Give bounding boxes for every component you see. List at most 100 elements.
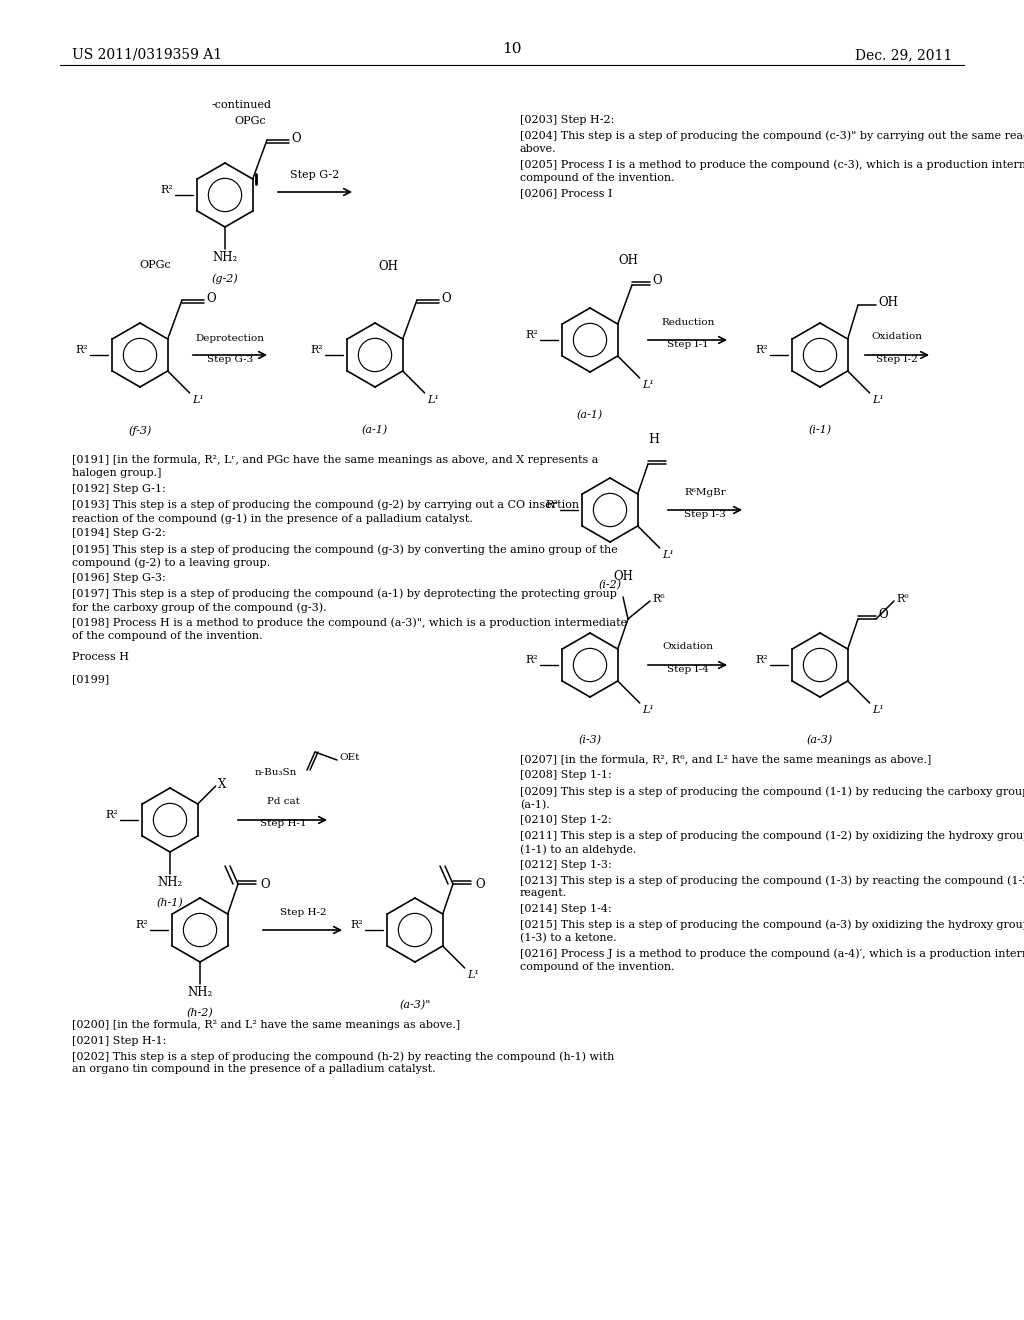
Text: [0197] This step is a step of producing the compound (a-1) by deprotecting the p: [0197] This step is a step of producing … bbox=[72, 589, 616, 599]
Text: [0200] [in the formula, R² and L² have the same meanings as above.]: [0200] [in the formula, R² and L² have t… bbox=[72, 1020, 460, 1030]
Text: [0213] This step is a step of producing the compound (1-3) by reacting the compo: [0213] This step is a step of producing … bbox=[520, 875, 1024, 886]
Text: [0207] [in the formula, R², R⁶, and L² have the same meanings as above.]: [0207] [in the formula, R², R⁶, and L² h… bbox=[520, 755, 932, 766]
Text: [0201] Step H-1:: [0201] Step H-1: bbox=[72, 1035, 166, 1045]
Text: OH: OH bbox=[618, 253, 638, 267]
Text: R⁶MgBr: R⁶MgBr bbox=[684, 488, 726, 498]
Text: OPGc: OPGc bbox=[234, 116, 266, 125]
Text: O: O bbox=[652, 275, 662, 288]
Text: for the carboxy group of the compound (g-3).: for the carboxy group of the compound (g… bbox=[72, 602, 327, 612]
Text: O: O bbox=[291, 132, 301, 144]
Text: L¹: L¹ bbox=[427, 395, 438, 405]
Text: [0199]: [0199] bbox=[72, 675, 110, 684]
Text: (i-3): (i-3) bbox=[579, 735, 601, 746]
Text: R²: R² bbox=[105, 810, 118, 820]
Text: R⁶: R⁶ bbox=[896, 594, 908, 605]
Text: Step I-2: Step I-2 bbox=[877, 355, 918, 364]
Text: O: O bbox=[206, 292, 216, 305]
Text: L¹: L¹ bbox=[662, 550, 674, 560]
Text: [0193] This step is a step of producing the compound (g-2) by carrying out a CO : [0193] This step is a step of producing … bbox=[72, 499, 580, 510]
Text: Reduction: Reduction bbox=[662, 318, 715, 327]
Text: Step G-2: Step G-2 bbox=[291, 170, 340, 180]
Text: R²: R² bbox=[135, 920, 148, 931]
Text: (f-3): (f-3) bbox=[128, 425, 152, 436]
Text: L¹: L¹ bbox=[642, 705, 653, 715]
Text: (a-1).: (a-1). bbox=[520, 800, 550, 809]
Text: Oxidation: Oxidation bbox=[871, 333, 923, 341]
Text: [0212] Step 1-3:: [0212] Step 1-3: bbox=[520, 859, 611, 870]
Text: R²: R² bbox=[525, 330, 538, 341]
Text: L¹: L¹ bbox=[871, 705, 884, 715]
Text: [0216] Process J is a method to produce the compound (a-4)′, which is a producti: [0216] Process J is a method to produce … bbox=[520, 949, 1024, 960]
Text: compound of the invention.: compound of the invention. bbox=[520, 173, 675, 183]
Text: Step I-1: Step I-1 bbox=[667, 341, 709, 348]
Text: Pd cat: Pd cat bbox=[266, 797, 299, 807]
Text: an organo tin compound in the presence of a palladium catalyst.: an organo tin compound in the presence o… bbox=[72, 1064, 435, 1074]
Text: NH₂: NH₂ bbox=[212, 251, 238, 264]
Text: Deprotection: Deprotection bbox=[196, 334, 264, 343]
Text: of the compound of the invention.: of the compound of the invention. bbox=[72, 631, 262, 642]
Text: US 2011/0319359 A1: US 2011/0319359 A1 bbox=[72, 48, 222, 62]
Text: [0203] Step H-2:: [0203] Step H-2: bbox=[520, 115, 614, 125]
Text: [0210] Step 1-2:: [0210] Step 1-2: bbox=[520, 814, 611, 825]
Text: R²: R² bbox=[310, 345, 323, 355]
Text: (a-1): (a-1) bbox=[361, 425, 388, 436]
Text: [0198] Process H is a method to produce the compound (a-3)", which is a producti: [0198] Process H is a method to produce … bbox=[72, 618, 627, 628]
Text: R²: R² bbox=[75, 345, 88, 355]
Text: halogen group.]: halogen group.] bbox=[72, 469, 162, 479]
Text: Step I-4: Step I-4 bbox=[667, 665, 709, 675]
Text: (a-1): (a-1) bbox=[577, 411, 603, 420]
Text: [0196] Step G-3:: [0196] Step G-3: bbox=[72, 573, 166, 583]
Text: OH: OH bbox=[378, 260, 398, 273]
Text: n-Bu₃Sn: n-Bu₃Sn bbox=[255, 768, 297, 777]
Text: OPGc: OPGc bbox=[139, 260, 171, 271]
Text: [0209] This step is a step of producing the compound (1-1) by reducing the carbo: [0209] This step is a step of producing … bbox=[520, 785, 1024, 796]
Text: [0192] Step G-1:: [0192] Step G-1: bbox=[72, 484, 166, 494]
Text: compound of the invention.: compound of the invention. bbox=[520, 962, 675, 972]
Text: (a-3): (a-3) bbox=[807, 735, 834, 746]
Text: X: X bbox=[218, 777, 226, 791]
Text: Oxidation: Oxidation bbox=[663, 642, 714, 651]
Text: [0195] This step is a step of producing the compound (g-3) by converting the ami: [0195] This step is a step of producing … bbox=[72, 544, 617, 554]
Text: above.: above. bbox=[520, 144, 557, 154]
Text: compound (g-2) to a leaving group.: compound (g-2) to a leaving group. bbox=[72, 557, 270, 568]
Text: NH₂: NH₂ bbox=[158, 876, 182, 888]
Text: reaction of the compound (g-1) in the presence of a palladium catalyst.: reaction of the compound (g-1) in the pr… bbox=[72, 513, 473, 524]
Text: [0194] Step G-2:: [0194] Step G-2: bbox=[72, 528, 166, 539]
Text: [0211] This step is a step of producing the compound (1-2) by oxidizing the hydr: [0211] This step is a step of producing … bbox=[520, 830, 1024, 841]
Text: R⁶: R⁶ bbox=[652, 594, 665, 605]
Text: R²: R² bbox=[350, 920, 362, 931]
Text: L¹: L¹ bbox=[871, 395, 884, 405]
Text: R²: R² bbox=[756, 655, 768, 665]
Text: R²: R² bbox=[525, 655, 538, 665]
Text: (g-2): (g-2) bbox=[212, 273, 239, 284]
Text: Step I-3: Step I-3 bbox=[684, 510, 726, 519]
Text: -continued: -continued bbox=[212, 100, 272, 110]
Text: OH: OH bbox=[878, 297, 898, 309]
Text: 10: 10 bbox=[502, 42, 522, 55]
Text: L¹: L¹ bbox=[191, 395, 204, 405]
Text: H: H bbox=[648, 433, 659, 446]
Text: (a-3)": (a-3)" bbox=[399, 1001, 431, 1010]
Text: O: O bbox=[475, 878, 484, 891]
Text: (1-3) to a ketone.: (1-3) to a ketone. bbox=[520, 933, 616, 944]
Text: NH₂: NH₂ bbox=[187, 986, 213, 999]
Text: Step H-1: Step H-1 bbox=[260, 818, 306, 828]
Text: (h-1): (h-1) bbox=[157, 898, 183, 908]
Text: Step H-2: Step H-2 bbox=[280, 908, 327, 917]
Text: R²: R² bbox=[756, 345, 768, 355]
Text: OH: OH bbox=[613, 570, 633, 583]
Text: Step G-3: Step G-3 bbox=[207, 355, 253, 364]
Text: OEt: OEt bbox=[339, 754, 359, 763]
Text: [0205] Process I is a method to produce the compound (c-3), which is a productio: [0205] Process I is a method to produce … bbox=[520, 160, 1024, 170]
Text: [0214] Step 1-4:: [0214] Step 1-4: bbox=[520, 904, 611, 913]
Text: R²: R² bbox=[545, 500, 558, 510]
Text: Process H: Process H bbox=[72, 652, 129, 663]
Text: Dec. 29, 2011: Dec. 29, 2011 bbox=[855, 48, 952, 62]
Text: R²: R² bbox=[160, 185, 173, 195]
Text: O: O bbox=[878, 609, 888, 622]
Text: (h-2): (h-2) bbox=[186, 1008, 213, 1018]
Text: L¹: L¹ bbox=[467, 970, 478, 979]
Text: [0202] This step is a step of producing the compound (h-2) by reacting the compo: [0202] This step is a step of producing … bbox=[72, 1051, 614, 1061]
Text: L¹: L¹ bbox=[642, 380, 653, 389]
Text: O: O bbox=[441, 292, 451, 305]
